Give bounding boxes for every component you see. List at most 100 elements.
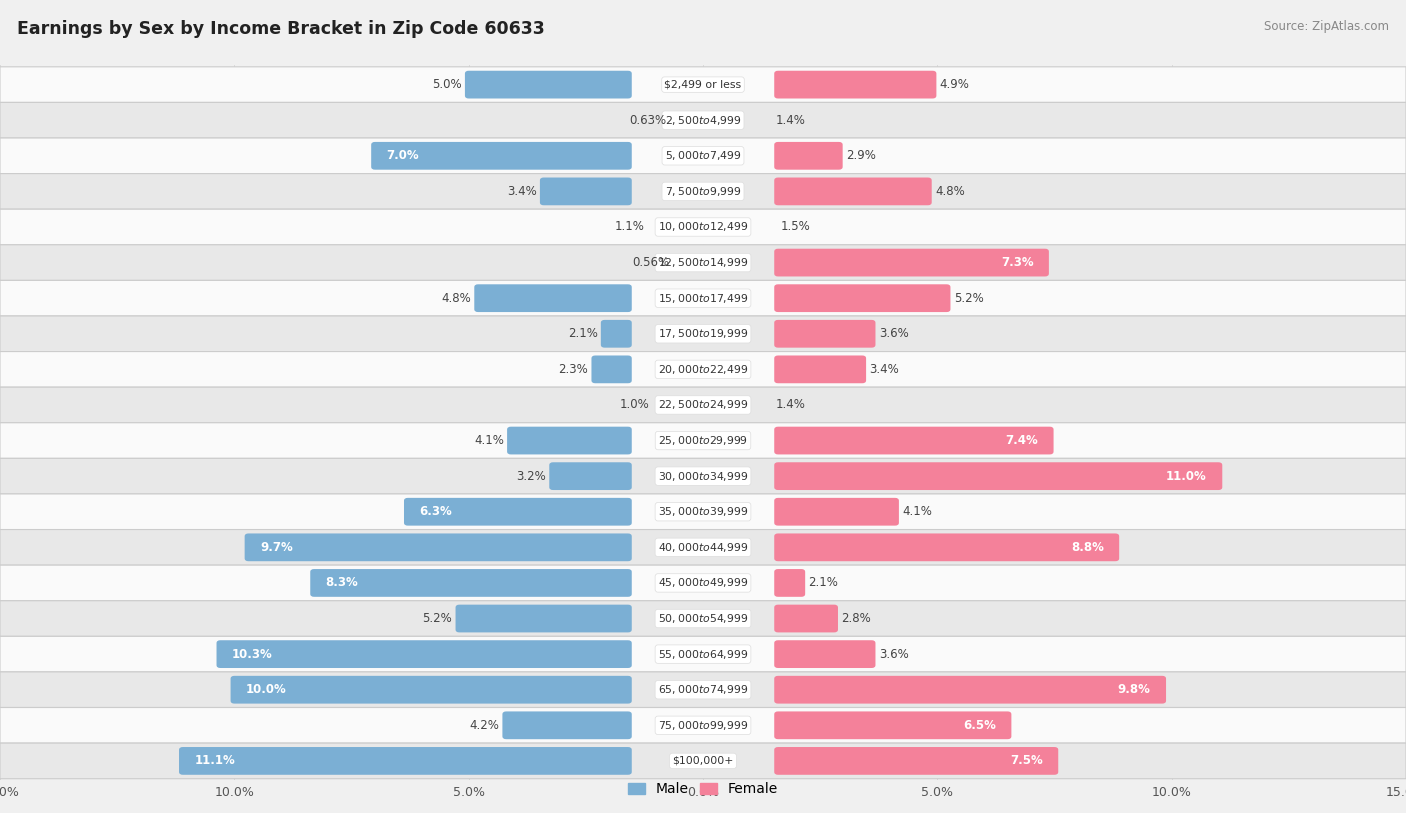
Text: 11.1%: 11.1% [194, 754, 235, 767]
FancyBboxPatch shape [0, 138, 1406, 174]
Text: 8.8%: 8.8% [1071, 541, 1104, 554]
Text: Earnings by Sex by Income Bracket in Zip Code 60633: Earnings by Sex by Income Bracket in Zip… [17, 20, 544, 38]
Text: 7.5%: 7.5% [1010, 754, 1043, 767]
FancyBboxPatch shape [0, 459, 1406, 494]
Text: 3.6%: 3.6% [879, 328, 908, 341]
Text: 2.1%: 2.1% [808, 576, 838, 589]
Text: 2.1%: 2.1% [568, 328, 598, 341]
FancyBboxPatch shape [0, 351, 1406, 387]
FancyBboxPatch shape [465, 71, 631, 98]
FancyBboxPatch shape [0, 280, 1406, 316]
FancyBboxPatch shape [474, 285, 631, 312]
Text: 1.5%: 1.5% [780, 220, 810, 233]
Text: 3.4%: 3.4% [508, 185, 537, 198]
FancyBboxPatch shape [775, 142, 842, 170]
FancyBboxPatch shape [0, 743, 1406, 779]
Text: 9.7%: 9.7% [260, 541, 292, 554]
Text: $100,000+: $100,000+ [672, 756, 734, 766]
FancyBboxPatch shape [245, 533, 631, 561]
FancyBboxPatch shape [775, 605, 838, 633]
FancyBboxPatch shape [775, 285, 950, 312]
Text: 7.4%: 7.4% [1005, 434, 1038, 447]
FancyBboxPatch shape [502, 711, 631, 739]
FancyBboxPatch shape [0, 637, 1406, 672]
Text: $30,000 to $34,999: $30,000 to $34,999 [658, 470, 748, 483]
Text: $5,000 to $7,499: $5,000 to $7,499 [665, 150, 741, 163]
FancyBboxPatch shape [775, 533, 1119, 561]
Text: 4.9%: 4.9% [939, 78, 970, 91]
Text: 1.4%: 1.4% [776, 114, 806, 127]
FancyBboxPatch shape [179, 747, 631, 775]
Text: 4.1%: 4.1% [903, 505, 932, 518]
FancyBboxPatch shape [600, 320, 631, 348]
FancyBboxPatch shape [592, 355, 631, 383]
FancyBboxPatch shape [775, 71, 936, 98]
FancyBboxPatch shape [456, 605, 631, 633]
Text: 1.0%: 1.0% [620, 398, 650, 411]
Text: 3.4%: 3.4% [869, 363, 898, 376]
Text: 4.1%: 4.1% [474, 434, 503, 447]
Text: 2.9%: 2.9% [846, 150, 876, 163]
FancyBboxPatch shape [0, 529, 1406, 565]
Text: 9.8%: 9.8% [1118, 683, 1150, 696]
FancyBboxPatch shape [0, 423, 1406, 459]
FancyBboxPatch shape [550, 463, 631, 490]
Text: 5.2%: 5.2% [423, 612, 453, 625]
Text: $65,000 to $74,999: $65,000 to $74,999 [658, 683, 748, 696]
FancyBboxPatch shape [311, 569, 631, 597]
Text: $22,500 to $24,999: $22,500 to $24,999 [658, 398, 748, 411]
FancyBboxPatch shape [775, 641, 876, 668]
Text: $25,000 to $29,999: $25,000 to $29,999 [658, 434, 748, 447]
FancyBboxPatch shape [775, 498, 898, 526]
Text: 10.0%: 10.0% [246, 683, 287, 696]
Text: $40,000 to $44,999: $40,000 to $44,999 [658, 541, 748, 554]
Text: $2,500 to $4,999: $2,500 to $4,999 [665, 114, 741, 127]
Text: $35,000 to $39,999: $35,000 to $39,999 [658, 505, 748, 518]
Text: 1.1%: 1.1% [614, 220, 644, 233]
FancyBboxPatch shape [0, 316, 1406, 351]
Text: 5.2%: 5.2% [953, 292, 983, 305]
Text: $55,000 to $64,999: $55,000 to $64,999 [658, 648, 748, 661]
Text: 0.56%: 0.56% [633, 256, 669, 269]
Text: 10.3%: 10.3% [232, 648, 273, 661]
FancyBboxPatch shape [231, 676, 631, 703]
Text: 4.8%: 4.8% [441, 292, 471, 305]
Text: $12,500 to $14,999: $12,500 to $14,999 [658, 256, 748, 269]
FancyBboxPatch shape [775, 569, 806, 597]
FancyBboxPatch shape [775, 249, 1049, 276]
FancyBboxPatch shape [0, 387, 1406, 423]
FancyBboxPatch shape [775, 747, 1059, 775]
FancyBboxPatch shape [540, 177, 631, 205]
Text: $17,500 to $19,999: $17,500 to $19,999 [658, 328, 748, 341]
Text: $20,000 to $22,499: $20,000 to $22,499 [658, 363, 748, 376]
FancyBboxPatch shape [775, 676, 1166, 703]
Text: 0.63%: 0.63% [630, 114, 666, 127]
FancyBboxPatch shape [371, 142, 631, 170]
FancyBboxPatch shape [0, 601, 1406, 637]
FancyBboxPatch shape [775, 711, 1011, 739]
FancyBboxPatch shape [0, 707, 1406, 743]
Text: 7.3%: 7.3% [1001, 256, 1033, 269]
Text: 2.3%: 2.3% [558, 363, 588, 376]
FancyBboxPatch shape [775, 320, 876, 348]
FancyBboxPatch shape [775, 355, 866, 383]
FancyBboxPatch shape [0, 494, 1406, 529]
Text: $2,499 or less: $2,499 or less [665, 80, 741, 89]
Text: 8.3%: 8.3% [326, 576, 359, 589]
FancyBboxPatch shape [508, 427, 631, 454]
FancyBboxPatch shape [775, 427, 1053, 454]
FancyBboxPatch shape [217, 641, 631, 668]
FancyBboxPatch shape [0, 174, 1406, 209]
FancyBboxPatch shape [0, 672, 1406, 707]
Text: $7,500 to $9,999: $7,500 to $9,999 [665, 185, 741, 198]
Text: 6.5%: 6.5% [963, 719, 995, 732]
Text: 11.0%: 11.0% [1166, 470, 1206, 483]
Text: 2.8%: 2.8% [841, 612, 870, 625]
Text: 7.0%: 7.0% [387, 150, 419, 163]
Text: 6.3%: 6.3% [419, 505, 453, 518]
FancyBboxPatch shape [0, 245, 1406, 280]
FancyBboxPatch shape [0, 565, 1406, 601]
FancyBboxPatch shape [0, 102, 1406, 138]
Legend: Male, Female: Male, Female [623, 777, 783, 802]
Text: $15,000 to $17,499: $15,000 to $17,499 [658, 292, 748, 305]
